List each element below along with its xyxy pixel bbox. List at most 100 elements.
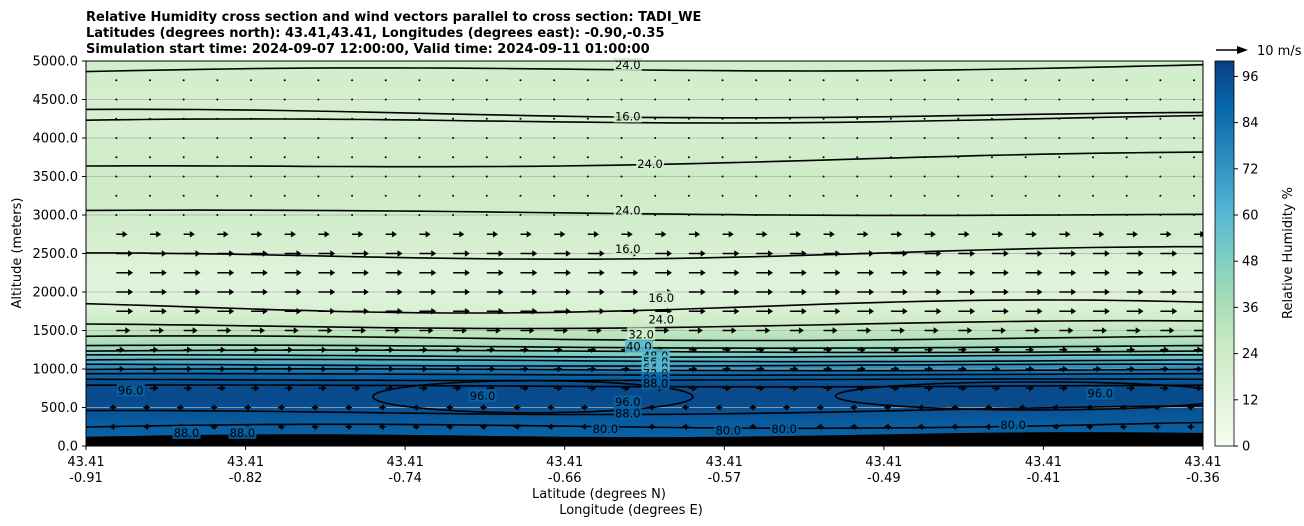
contour-label: 24.0 (648, 313, 674, 327)
wind-vector (687, 175, 690, 178)
wind-vector (1059, 385, 1068, 392)
wind-vector (586, 117, 589, 120)
wind-vector (183, 346, 193, 353)
wind-vector (1093, 231, 1105, 238)
wind-vector (586, 194, 589, 197)
wind-vector (756, 385, 765, 392)
wind-vector (788, 214, 791, 216)
wind-vector (587, 346, 597, 353)
wind-vector (823, 269, 841, 276)
wind-vector (1159, 156, 1162, 159)
wind-vector (479, 423, 487, 430)
wind-vector (1126, 327, 1141, 334)
x-axis-label-longitude: Longitude (degrees E) (559, 503, 703, 518)
wind-vector (216, 117, 219, 120)
wind-vector (889, 98, 892, 101)
wind-vector (1160, 365, 1169, 373)
wind-vector (183, 308, 201, 315)
wind-vector (149, 346, 159, 353)
wind-vector (722, 269, 740, 276)
wind-vector (317, 214, 320, 216)
wind-vector (311, 404, 319, 411)
wind-vector (412, 423, 420, 430)
wind-vector (1059, 308, 1077, 315)
wind-vector (1193, 156, 1196, 159)
contour-label: 24.0 (615, 203, 641, 217)
wind-vector (109, 423, 117, 430)
wind-vector (1126, 231, 1138, 238)
wind-vector (352, 288, 369, 296)
wind-vector (1025, 231, 1037, 238)
wind-vector (1159, 194, 1162, 197)
wind-vector (890, 269, 908, 276)
colorbar-tick-label: 36 (1242, 301, 1259, 316)
wind-vector (217, 385, 226, 392)
contour-label: 32.0 (628, 327, 654, 341)
wind-vector (284, 385, 294, 392)
wind-vector (485, 175, 488, 178)
wind-vector (116, 250, 134, 257)
wind-vector (890, 346, 900, 353)
wind-vector (923, 137, 926, 139)
chart-title: Relative Humidity cross section and wind… (86, 10, 701, 57)
wind-vector (991, 327, 1006, 334)
wind-vector (1058, 98, 1061, 101)
wind-vector (850, 423, 858, 430)
contour-label: 96.0 (118, 384, 144, 398)
wind-vector (385, 346, 395, 353)
wind-vector (1125, 194, 1128, 197)
contour-line (371, 379, 694, 414)
wind-vector (958, 327, 973, 334)
x-tick-label-lon: -0.82 (229, 471, 263, 486)
wind-vector (520, 308, 538, 315)
wind-vector (384, 194, 387, 197)
wind-vector (721, 137, 724, 139)
wind-vector (688, 269, 706, 276)
wind-vector (384, 156, 387, 159)
wind-vector (352, 269, 369, 276)
wind-vector (116, 231, 128, 238)
wind-vector (924, 308, 942, 315)
wind-vector (856, 214, 859, 216)
wind-vector (217, 269, 235, 276)
wind-vector (620, 79, 623, 82)
wind-vector (183, 231, 195, 238)
wind-vector (148, 117, 151, 120)
wind-vector (317, 79, 320, 82)
wind-vector (1153, 423, 1161, 430)
wind-vector (687, 98, 690, 101)
wind-vector (318, 365, 327, 373)
wind-vector (485, 156, 488, 159)
wind-vector (115, 156, 118, 159)
wind-vector (317, 175, 320, 178)
wind-vector (822, 117, 825, 120)
wind-vector (418, 98, 421, 101)
wind-vector (116, 327, 131, 334)
title-line-2: Latitudes (degrees north): 43.41,43.41, … (86, 26, 665, 41)
wind-vector (587, 269, 605, 276)
wind-vector (519, 175, 522, 178)
contour-label: 88.0 (615, 407, 641, 421)
wind-vector (318, 231, 330, 238)
colorbar-tick-label: 24 (1242, 347, 1259, 362)
wind-vector (554, 308, 571, 315)
wind-vector (250, 175, 253, 178)
wind-vector (1125, 117, 1128, 120)
colorbar-ticks: 0 12 24 36 48 60 72 84 96 (1234, 70, 1259, 455)
wind-vector (1193, 175, 1196, 178)
wind-vector (782, 404, 790, 411)
wind-vector (755, 117, 758, 120)
wind-vector (586, 175, 589, 178)
wind-vector (958, 231, 970, 238)
wind-vector (788, 156, 791, 159)
wind-vector (452, 175, 455, 178)
wind-vector (453, 385, 462, 392)
contour-line (86, 245, 1203, 260)
wind-vector (251, 250, 268, 257)
wind-vector (384, 137, 387, 139)
wind-vector (446, 404, 454, 411)
y-tick-label: 3000.0 (33, 209, 79, 224)
wind-vector (621, 288, 639, 296)
wind-vector (816, 404, 824, 411)
wind-vector (109, 404, 117, 411)
